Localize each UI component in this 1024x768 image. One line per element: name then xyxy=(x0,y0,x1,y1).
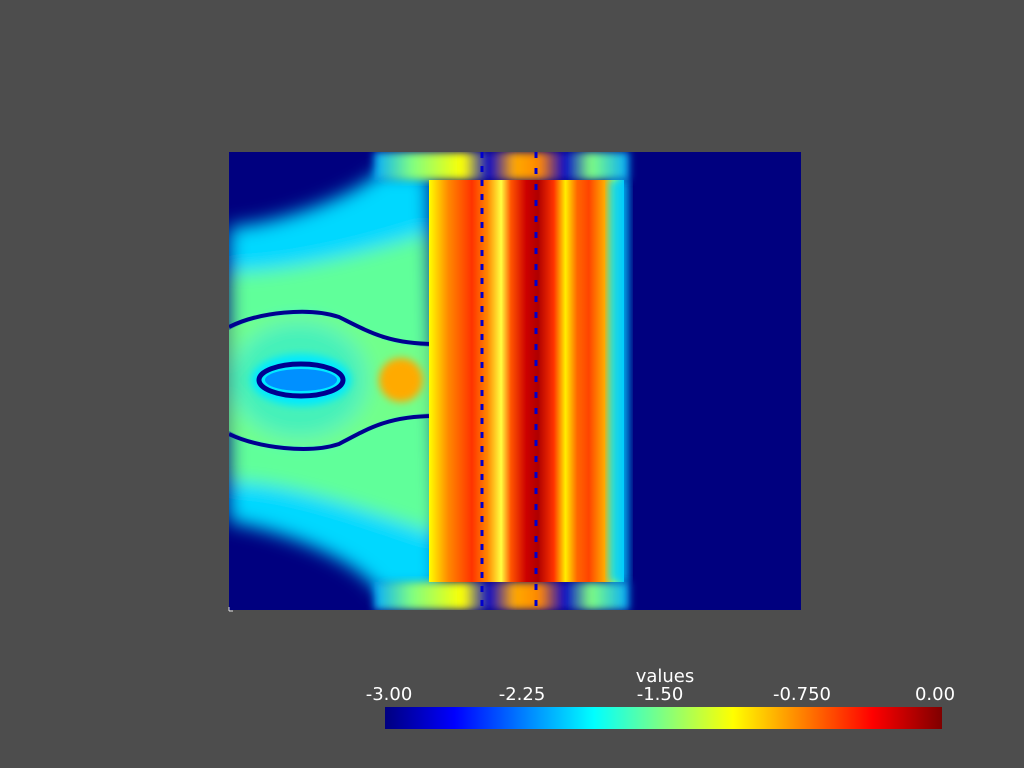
bottom-strip xyxy=(374,582,629,610)
colorbar-tick-label: -3.00 xyxy=(365,684,413,705)
scalar-field-plot[interactable] xyxy=(229,152,801,610)
colorbar-tick-label: 0.00 xyxy=(914,684,956,705)
colorbar-tick-label: -1.50 xyxy=(636,684,684,705)
colorbar-title: values xyxy=(635,666,695,687)
colorbar-tick-label: -0.750 xyxy=(772,684,832,705)
band-edge-glow xyxy=(609,180,629,582)
top-strip xyxy=(374,152,629,180)
vertical-band-region xyxy=(429,180,624,582)
inner-ellipse-contour xyxy=(256,361,346,399)
colorbar-tick-label: -2.25 xyxy=(498,684,546,705)
scalar-colorbar: values -3.00 -2.25 -1.50 -0.750 0.00 xyxy=(355,666,975,736)
colorbar-gradient xyxy=(385,707,942,729)
neck-hotspot xyxy=(379,358,423,402)
axis-orientation-icon xyxy=(228,607,233,612)
inner-ellipse-core xyxy=(265,369,337,391)
